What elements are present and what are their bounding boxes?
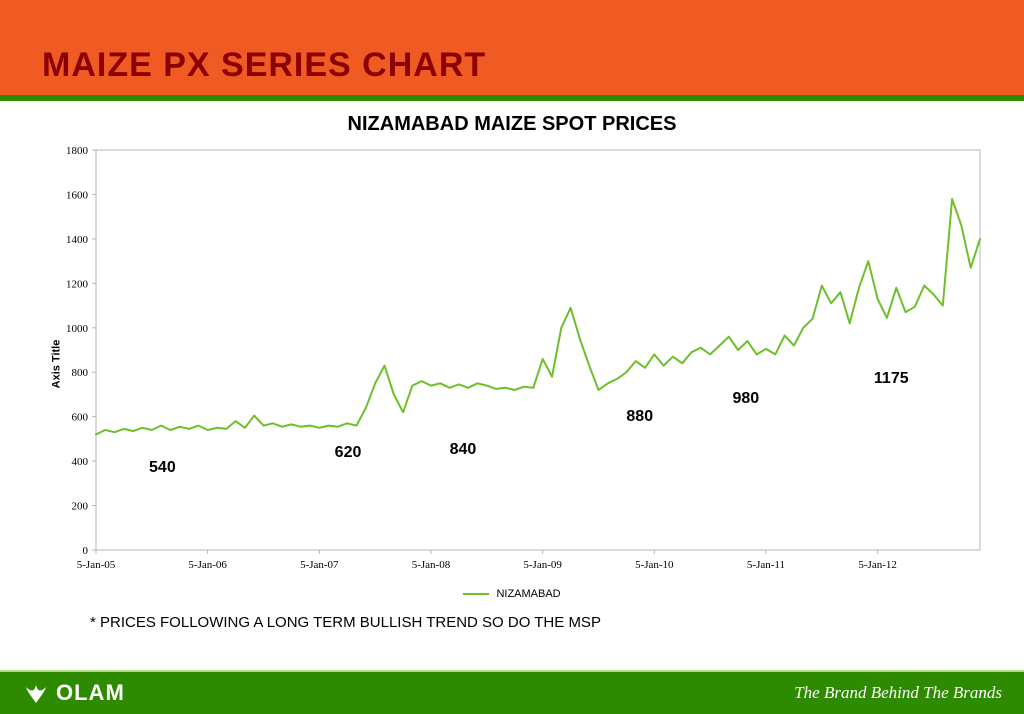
svg-text:5-Jan-07: 5-Jan-07 <box>300 559 339 571</box>
svg-text:5-Jan-09: 5-Jan-09 <box>523 559 562 571</box>
svg-text:200: 200 <box>72 501 89 513</box>
header-band: MAIZE PX SERIES CHART <box>0 0 1024 95</box>
header-divider <box>0 95 1024 101</box>
svg-text:5-Jan-12: 5-Jan-12 <box>858 559 897 571</box>
brand-icon <box>22 681 50 705</box>
svg-text:1200: 1200 <box>66 278 89 290</box>
chart-title: NIZAMABAD MAIZE SPOT PRICES <box>0 113 1024 136</box>
svg-text:1400: 1400 <box>66 234 89 246</box>
svg-text:5-Jan-10: 5-Jan-10 <box>635 559 674 571</box>
chart-annotation: 840 <box>450 441 477 459</box>
svg-text:5-Jan-11: 5-Jan-11 <box>747 559 785 571</box>
svg-text:400: 400 <box>72 456 89 468</box>
svg-text:0: 0 <box>83 545 89 557</box>
brand-text: OLAM <box>56 680 125 706</box>
svg-text:1800: 1800 <box>66 145 89 157</box>
svg-text:1000: 1000 <box>66 323 89 335</box>
chart-annotation: 540 <box>149 459 176 477</box>
svg-text:5-Jan-06: 5-Jan-06 <box>188 559 227 571</box>
legend-label: NIZAMABAD <box>496 588 560 600</box>
brand-block: OLAM <box>22 680 125 706</box>
legend-line-swatch <box>463 593 489 595</box>
chart-annotation: 880 <box>626 408 653 426</box>
svg-text:5-Jan-05: 5-Jan-05 <box>77 559 116 571</box>
footer-tagline: The Brand Behind The Brands <box>794 683 1002 703</box>
svg-text:5-Jan-08: 5-Jan-08 <box>412 559 451 571</box>
chart-annotation: 620 <box>335 444 362 462</box>
chart-container: Axis Title 02004006008001000120014001600… <box>32 144 992 584</box>
footer-bar: OLAM The Brand Behind The Brands <box>0 670 1024 714</box>
chart-note: * PRICES FOLLOWING A LONG TERM BULLISH T… <box>90 614 1024 631</box>
svg-text:600: 600 <box>72 412 89 424</box>
svg-text:800: 800 <box>72 367 89 379</box>
svg-text:1600: 1600 <box>66 189 89 201</box>
chart-annotation: 980 <box>732 390 759 408</box>
chart-legend: NIZAMABAD <box>0 588 1024 600</box>
line-chart: 0 200 400 600 800 1000 1200 1400 1600 1800 5-Jan-0… <box>32 144 992 584</box>
chart-annotation: 1175 <box>874 370 909 388</box>
page-title: MAIZE PX SERIES CHART <box>42 46 486 85</box>
